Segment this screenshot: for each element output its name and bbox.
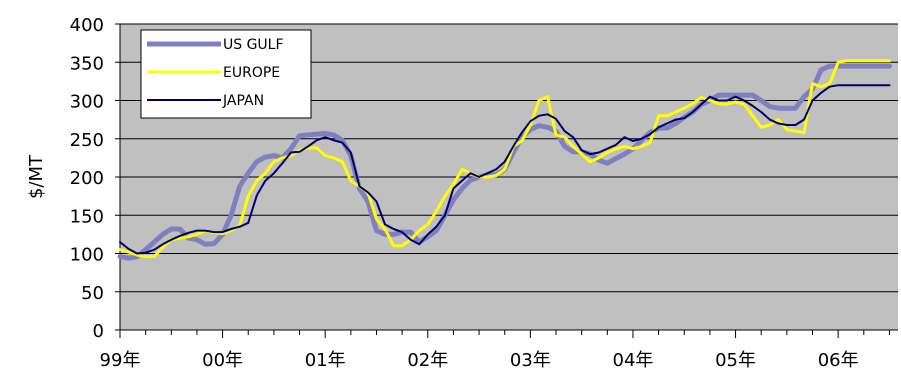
axes: 0 50 100 150 200 250 300 350 400 99年 00年 01年 02年 03年 0… (70, 15, 898, 371)
x-tick-label: 03年 (510, 350, 551, 371)
x-tick-label: 01年 (305, 350, 346, 371)
y-tick-label: 300 (70, 92, 104, 113)
x-tick-label: 04年 (613, 350, 654, 371)
y-tick-label: 100 (70, 245, 104, 266)
x-tick-label: 99年 (100, 350, 141, 371)
series-line-europe (118, 59, 891, 259)
legend-label: JAPAN (222, 93, 264, 109)
legend-label: US GULF (223, 37, 284, 53)
x-tick-label: 06年 (818, 350, 859, 371)
y-tick-label: 150 (70, 206, 104, 227)
y-tick-label: 400 (70, 15, 104, 36)
y-axis-title: $/MT (26, 154, 47, 199)
x-tick-label: 02年 (407, 350, 448, 371)
legend-label: EUROPE (223, 65, 280, 81)
x-tick-label: 00年 (202, 350, 243, 371)
series-lines (117, 59, 892, 261)
y-tick-label: 50 (81, 283, 104, 304)
series-line-japan (119, 84, 891, 255)
legend: US GULF EUROPE JAPAN (140, 29, 312, 119)
y-tick-label: 250 (70, 130, 104, 151)
y-tick-label: 0 (93, 321, 104, 342)
y-tick-label: 200 (70, 168, 104, 189)
y-tick-label: 350 (70, 53, 104, 74)
x-tick-label: 05年 (715, 350, 756, 371)
